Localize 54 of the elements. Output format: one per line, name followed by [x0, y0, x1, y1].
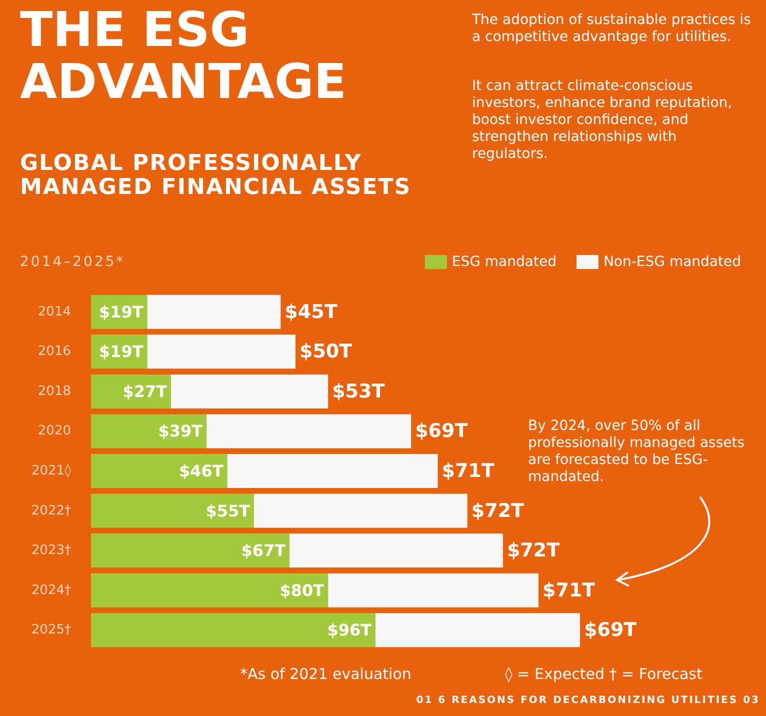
text: 01 6 REASONS FOR DECARBONIZING UTILITIES 03 — [415, 694, 760, 708]
y-tick-label: 2021◊ — [31, 464, 72, 478]
data-label: $72T — [506, 540, 560, 562]
y-tick-label: 2020 — [38, 424, 71, 439]
y-tick-label: 2022† — [31, 503, 72, 518]
bar — [91, 414, 207, 448]
data-label: $72T — [471, 500, 524, 522]
bar — [91, 573, 328, 608]
y-tick-label: 2025† — [31, 622, 72, 638]
data-label: $19T — [98, 342, 144, 362]
y-tick-label: 2024† — [31, 582, 72, 598]
y-tick-label: 2014 — [38, 304, 71, 320]
y-tick-label: 2016 — [38, 344, 71, 360]
bar — [91, 454, 228, 488]
legend-label: ESG mandated — [452, 254, 556, 270]
data-label: $39T — [158, 422, 203, 441]
data-label: $71T — [542, 579, 596, 602]
bar — [147, 294, 281, 329]
bar — [171, 374, 328, 408]
data-label: $71T — [442, 460, 494, 482]
bar — [227, 454, 438, 488]
y-tick-label: 2018 — [38, 384, 71, 399]
text: *As of 2021 evaluation — [240, 665, 412, 683]
bar — [147, 334, 296, 369]
bar — [91, 374, 172, 408]
text: The adoption of sustainable practices is a competitive advantage for utilities. — [472, 12, 752, 46]
text: ◊ = Expected † = Forecast — [505, 665, 704, 683]
bar — [328, 573, 539, 608]
bar — [91, 613, 376, 648]
data-label: $55T — [206, 501, 250, 520]
text: It can attract climate-conscious investors, enhance brand reputation, boost investor confidence, and strengthen relationships with regulators. — [472, 78, 734, 163]
y-tick-label: 2023† — [31, 543, 72, 558]
data-label: $67T — [241, 541, 286, 560]
data-label: $96T — [327, 620, 372, 640]
bar — [206, 414, 412, 448]
bar — [254, 494, 468, 528]
bar — [91, 494, 254, 528]
data-label: $45T — [284, 300, 338, 323]
data-label: $69T — [584, 619, 637, 642]
data-label: $19T — [98, 302, 144, 322]
chart-title: THE ESG ADVANTAGE — [20, 2, 348, 110]
bar — [290, 534, 503, 568]
data-label: $69T — [415, 420, 468, 442]
chart-subtitle: GLOBAL PROFESSIONALLY MANAGED FINANCIAL ASSETS — [20, 151, 412, 200]
data-label: $80T — [280, 580, 324, 600]
legend-label: Non-ESG mandated — [603, 254, 742, 270]
bar — [376, 613, 580, 648]
data-label: $53T — [332, 380, 385, 402]
data-label: $27T — [122, 382, 168, 401]
bar — [91, 534, 290, 568]
data-label: $46T — [179, 462, 224, 480]
data-label: $50T — [299, 340, 352, 363]
annotation: By 2024, over 50% of all professionally managed assets are forecasted to be ESG-mandated. — [528, 418, 746, 486]
text: 2014–2025* — [20, 254, 126, 271]
